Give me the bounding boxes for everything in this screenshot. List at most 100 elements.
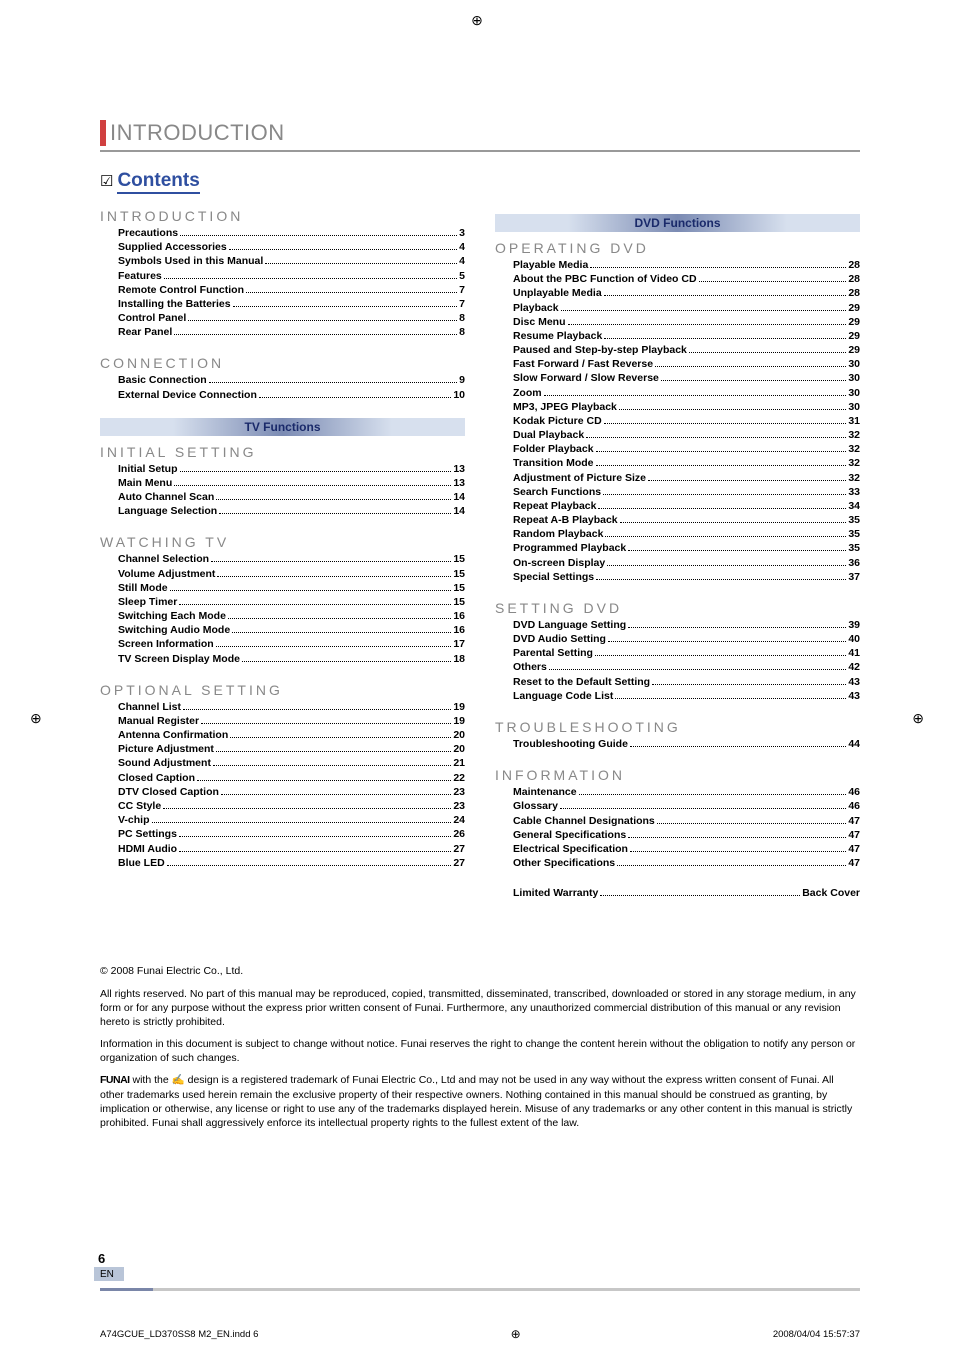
toc-entry-page: 7 <box>459 297 465 311</box>
toc-entry: Glossary 46 <box>495 799 860 813</box>
toc-entry: About the PBC Function of Video CD 28 <box>495 272 860 286</box>
toc-entry-page: 30 <box>848 400 860 414</box>
toc-entry-page: 17 <box>453 637 465 651</box>
toc-entry-label: Features <box>118 269 162 283</box>
toc-entry-page: 32 <box>848 428 860 442</box>
toc-entry-page: 4 <box>459 240 465 254</box>
toc-group: INITIAL SETTINGInitial Setup 13Main Menu… <box>100 444 465 519</box>
toc-leader-dots <box>586 437 846 438</box>
toc-leader-dots <box>595 655 846 656</box>
toc-leader-dots <box>265 263 457 264</box>
toc-section-heading: OPTIONAL SETTING <box>100 682 465 698</box>
toc-leader-dots <box>648 480 846 481</box>
toc-entry-page: 35 <box>848 541 860 555</box>
toc-entry-page: 9 <box>459 373 465 387</box>
chapter-title: NTRODUCTION <box>117 120 285 145</box>
toc-entry-page: 15 <box>453 595 465 609</box>
toc-entry-label: Fast Forward / Fast Reverse <box>513 357 653 371</box>
toc-entry-label: Programmed Playback <box>513 541 626 555</box>
page-number-value: 6 <box>98 1251 105 1266</box>
toc-leader-dots <box>604 423 847 424</box>
toc-leader-dots <box>221 794 451 795</box>
toc-entry-page: 29 <box>848 301 860 315</box>
toc-entry-page: 29 <box>848 343 860 357</box>
toc-entry: Paused and Step-by-step Playback 29 <box>495 343 860 357</box>
toc-leader-dots <box>652 684 846 685</box>
toc-entry-page: 32 <box>848 456 860 470</box>
toc-entry-page: 5 <box>459 269 465 283</box>
toc-entry-label: Repeat Playback <box>513 499 596 513</box>
toc-entry-label: Picture Adjustment <box>118 742 214 756</box>
toc-leader-dots <box>608 641 846 642</box>
toc-entry-page: 27 <box>453 842 465 856</box>
toc-entry-page: 32 <box>848 442 860 456</box>
toc-leader-dots <box>163 808 451 809</box>
toc-section-heading: WATCHING TV <box>100 534 465 550</box>
toc-group: Limited Warranty Back Cover <box>495 886 860 900</box>
toc-leader-dots <box>568 324 847 325</box>
divider <box>100 150 860 152</box>
toc-entry-label: Closed Caption <box>118 771 195 785</box>
toc-entry-page: 15 <box>453 567 465 581</box>
toc-section-heading: CONNECTION <box>100 355 465 371</box>
legal-text: with the <box>130 1074 172 1086</box>
toc-entry-page: 28 <box>848 258 860 272</box>
toc-entry-page: 7 <box>459 283 465 297</box>
toc-entry: Basic Connection 9 <box>100 373 465 387</box>
toc-leader-dots <box>174 334 457 335</box>
toc-entry: DVD Language Setting 39 <box>495 618 860 632</box>
toc-entry: Random Playback 35 <box>495 527 860 541</box>
legal-text: design is a registered trademark of Funa… <box>100 1074 852 1129</box>
toc-entry-page: 34 <box>848 499 860 513</box>
toc-leader-dots <box>179 851 451 852</box>
toc-entry: On-screen Display 36 <box>495 556 860 570</box>
toc-leader-dots <box>561 310 847 311</box>
toc-entry: Zoom 30 <box>495 386 860 400</box>
toc-leader-dots <box>689 352 846 353</box>
toc-entry-label: Playback <box>513 301 559 315</box>
toc-entry-label: Paused and Step-by-step Playback <box>513 343 687 357</box>
toc-entry-label: Search Functions <box>513 485 601 499</box>
toc-entry-page: 8 <box>459 325 465 339</box>
toc-entry-label: About the PBC Function of Video CD <box>513 272 697 286</box>
toc-leader-dots <box>228 618 451 619</box>
toc-entry: Channel Selection 15 <box>100 552 465 566</box>
toc-entry-page: 30 <box>848 357 860 371</box>
toc-section-heading: SETTING DVD <box>495 600 860 616</box>
toc-entry-label: Folder Playback <box>513 442 594 456</box>
toc-entry: Troubleshooting Guide 44 <box>495 737 860 751</box>
funai-logo-text: FUNAI <box>100 1074 130 1086</box>
toc-entry: Cable Channel Designations 47 <box>495 814 860 828</box>
toc-entry-page: 16 <box>453 623 465 637</box>
toc-leader-dots <box>232 632 451 633</box>
toc-entry: Closed Caption 22 <box>100 771 465 785</box>
toc-entry-label: Sleep Timer <box>118 595 177 609</box>
toc-entry-page: 13 <box>453 462 465 476</box>
toc-leader-dots <box>219 513 451 514</box>
toc-entry: Repeat A-B Playback 35 <box>495 513 860 527</box>
toc-entry-label: Electrical Specification <box>513 842 628 856</box>
toc-leader-dots <box>579 794 847 795</box>
toc-entry-page: 42 <box>848 660 860 674</box>
toc-entry-label: Special Settings <box>513 570 594 584</box>
toc-column-right: DVD Functions OPERATING DVDPlayable Medi… <box>495 202 860 916</box>
toc-entry-page: Back Cover <box>802 886 860 900</box>
toc-leader-dots <box>604 295 847 296</box>
toc-entry: Language Code List 43 <box>495 689 860 703</box>
toc-entry-label: Reset to the Default Setting <box>513 675 650 689</box>
toc-entry-page: 19 <box>453 714 465 728</box>
toc-leader-dots <box>600 895 800 896</box>
toc-entry: Adjustment of Picture Size 32 <box>495 471 860 485</box>
tv-functions-banner: TV Functions <box>100 418 465 436</box>
toc-leader-dots <box>242 661 451 662</box>
toc-leader-dots <box>630 851 846 852</box>
toc-entry-page: 20 <box>453 742 465 756</box>
toc-entry: Search Functions 33 <box>495 485 860 499</box>
toc-entry: Dual Playback 32 <box>495 428 860 442</box>
toc-section-heading: TROUBLESHOOTING <box>495 719 860 735</box>
toc-entry-label: Antenna Confirmation <box>118 728 228 742</box>
toc-entry: Control Panel 8 <box>100 311 465 325</box>
toc-leader-dots <box>170 590 452 591</box>
toc-leader-dots <box>246 292 457 293</box>
toc-entry-page: 10 <box>453 388 465 402</box>
